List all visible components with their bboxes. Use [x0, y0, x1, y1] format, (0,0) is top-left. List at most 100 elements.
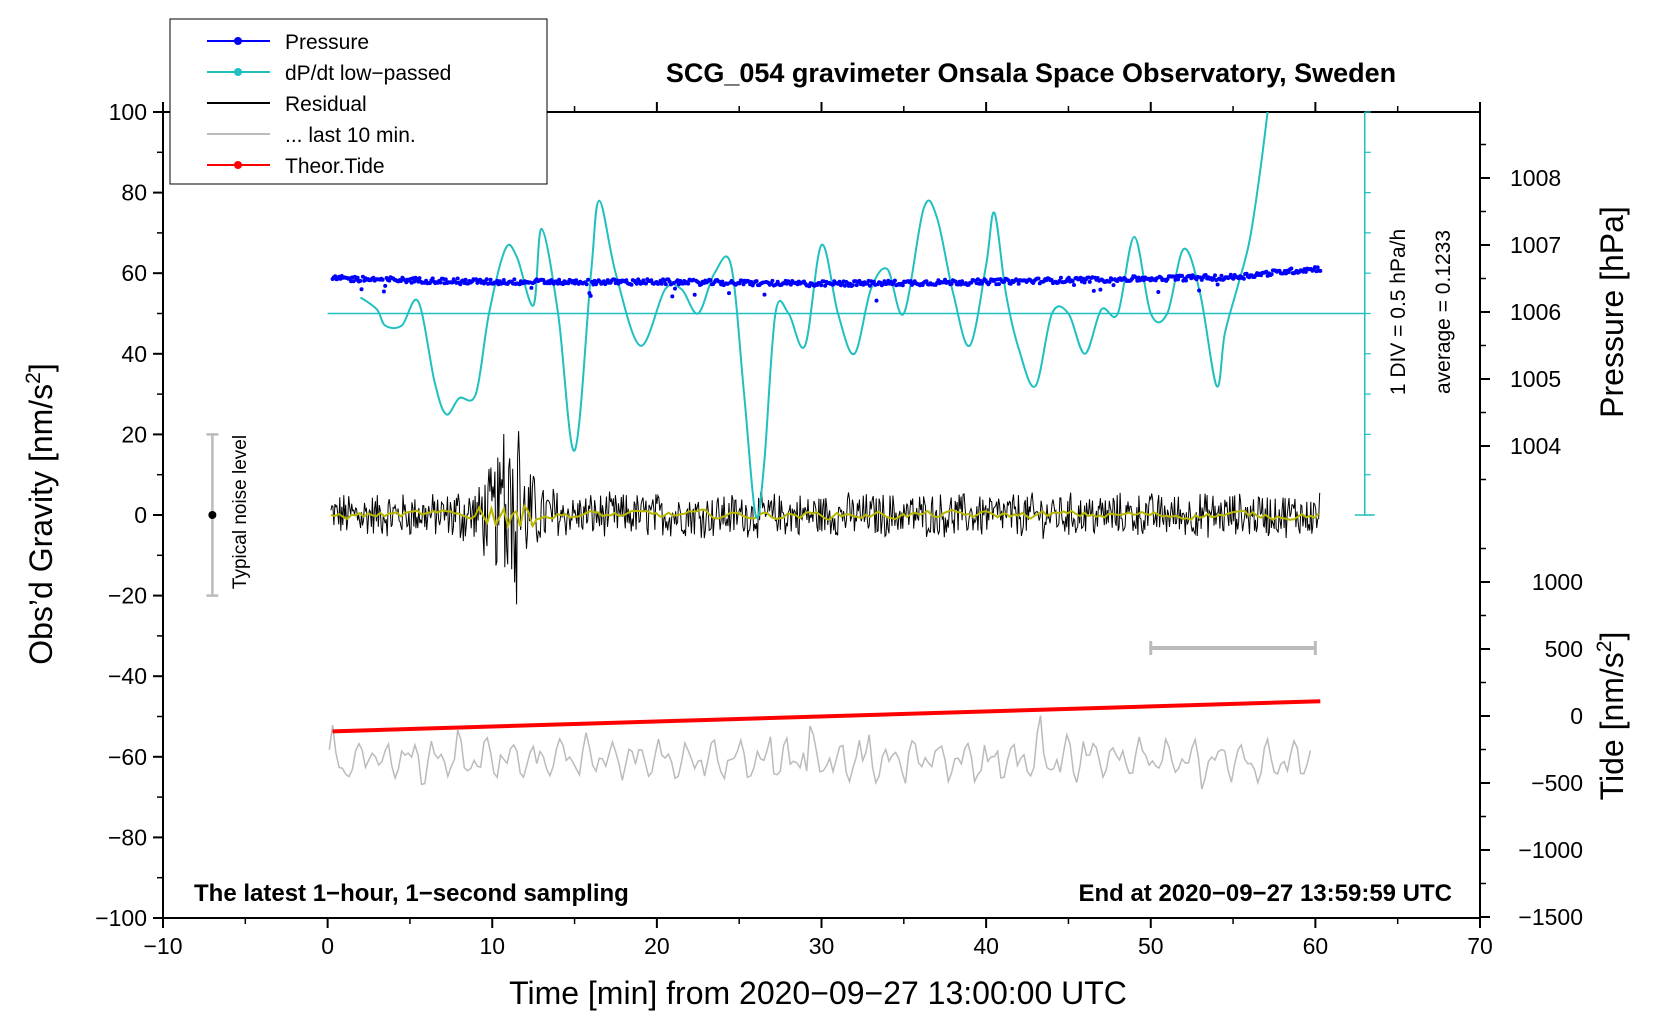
pressure-point — [837, 279, 842, 284]
pressure-tick-label: 1005 — [1510, 366, 1561, 392]
y-tick-label: 100 — [109, 99, 147, 125]
footer-right: End at 2020−09−27 13:59:59 UTC — [1078, 880, 1452, 907]
pressure-point — [1058, 275, 1063, 280]
pressure-tick-label: 1004 — [1510, 433, 1561, 459]
pressure-point — [1006, 278, 1011, 283]
pressure-point — [1269, 272, 1274, 277]
pressure-point — [819, 283, 824, 288]
pressure-point — [1213, 273, 1217, 278]
pressure-point — [381, 289, 386, 294]
tide-tick-label: −500 — [1531, 770, 1583, 796]
x-tick-label: 50 — [1138, 933, 1164, 959]
y-tick-label: 80 — [121, 180, 147, 206]
pressure-point — [430, 276, 435, 281]
pressure-point — [1066, 275, 1071, 280]
pressure-point — [670, 294, 675, 299]
pressure-point — [1082, 280, 1087, 285]
y-tick-label: 60 — [121, 260, 147, 286]
pressure-point — [1107, 279, 1112, 284]
pressure-point — [458, 282, 463, 287]
x-tick-label: 10 — [479, 933, 505, 959]
pressure-tick-label: 1007 — [1510, 232, 1561, 258]
legend-label: Pressure — [285, 31, 369, 54]
y-tick-label: 0 — [134, 502, 147, 528]
pressure-point — [949, 281, 954, 286]
pressure-point — [1241, 276, 1246, 281]
pressure-point — [1289, 266, 1294, 271]
pressure-point — [529, 285, 534, 290]
chart-title: SCG_054 gravimeter Onsala Space Observat… — [666, 58, 1396, 88]
pressure-point — [586, 277, 591, 282]
residual-line — [330, 431, 1321, 605]
x-tick-label: 40 — [973, 933, 999, 959]
pressure-point — [1036, 276, 1041, 281]
x-tick-label: 70 — [1467, 933, 1493, 959]
pressure-point — [359, 287, 364, 292]
pressure-point — [762, 292, 767, 297]
pressure-point — [1215, 282, 1220, 287]
pressure-point — [1228, 272, 1233, 277]
average-label: average = 0.1233 — [1432, 230, 1455, 394]
legend-label: Residual — [285, 93, 367, 116]
pressure-point — [727, 291, 731, 296]
y-axis-title: Obs’d Gravity [nm/s2] — [22, 363, 59, 665]
pressure-point — [1070, 279, 1075, 284]
legend-box — [169, 18, 548, 185]
x-tick-label: 60 — [1303, 933, 1329, 959]
tide-tick-label: 1000 — [1532, 569, 1583, 595]
pressure-point — [629, 282, 634, 287]
pressure-point — [355, 275, 360, 280]
pressure-point — [686, 281, 691, 286]
pressure-point — [1111, 283, 1116, 288]
legend-marker — [234, 161, 242, 169]
pressure-point — [1016, 281, 1021, 286]
dpdt-line — [359, 111, 1269, 519]
pressure-point — [1049, 277, 1054, 282]
pressure-point — [417, 276, 422, 281]
y-tick-label: −80 — [108, 824, 147, 850]
pressure-point — [854, 283, 859, 288]
pressure-point — [708, 278, 713, 283]
pressure-point — [1091, 288, 1096, 293]
pressure-point — [892, 278, 897, 283]
last-10-min-line — [328, 715, 1312, 790]
ticks-layer: −10 0 10 20 30 40 50 60 70100806040200−20−40−60−… — [95, 99, 1583, 959]
pressure-point — [874, 298, 879, 303]
pressure-point — [566, 281, 571, 286]
y-tick-label: −40 — [108, 663, 147, 689]
pressure-point — [1180, 273, 1184, 278]
noise-level-label: Typical noise level — [230, 435, 251, 589]
pressure-point — [380, 277, 385, 282]
y-tick-label: −100 — [95, 905, 147, 931]
pressure-tick-label: 1008 — [1510, 165, 1561, 191]
x-tick-label: 30 — [809, 933, 835, 959]
pressure-point — [484, 277, 489, 282]
pressure-point — [1156, 290, 1161, 294]
pressure-point — [383, 283, 388, 288]
series-layer — [206, 111, 1375, 790]
pressure-point — [823, 283, 828, 288]
pressure-point — [659, 281, 664, 286]
pressure-point — [644, 281, 648, 286]
pressure-point — [584, 282, 589, 287]
pressure-point — [1315, 265, 1320, 270]
pressure-point — [770, 278, 775, 283]
tide-tick-label: 0 — [1570, 703, 1583, 729]
pressure-point — [634, 281, 639, 286]
pressure-point — [557, 277, 562, 282]
pressure-point — [1184, 278, 1188, 283]
pressure-point — [1002, 279, 1007, 284]
pressure-point — [867, 283, 872, 288]
tide-tick-label: −1000 — [1518, 837, 1583, 863]
pressure-point — [387, 278, 392, 283]
pressure-point — [1098, 287, 1103, 292]
pressure-point — [412, 279, 417, 284]
pressure-point — [692, 292, 697, 297]
pressure-point — [1219, 273, 1224, 278]
y-tick-label: 40 — [121, 341, 147, 367]
div-scale-label: 1 DIV = 0.5 hPa/h — [1387, 229, 1410, 395]
pressure-point — [1318, 268, 1323, 273]
pressure-point — [1087, 279, 1092, 284]
pressure-point — [1303, 269, 1308, 274]
legend-marker — [234, 37, 242, 45]
